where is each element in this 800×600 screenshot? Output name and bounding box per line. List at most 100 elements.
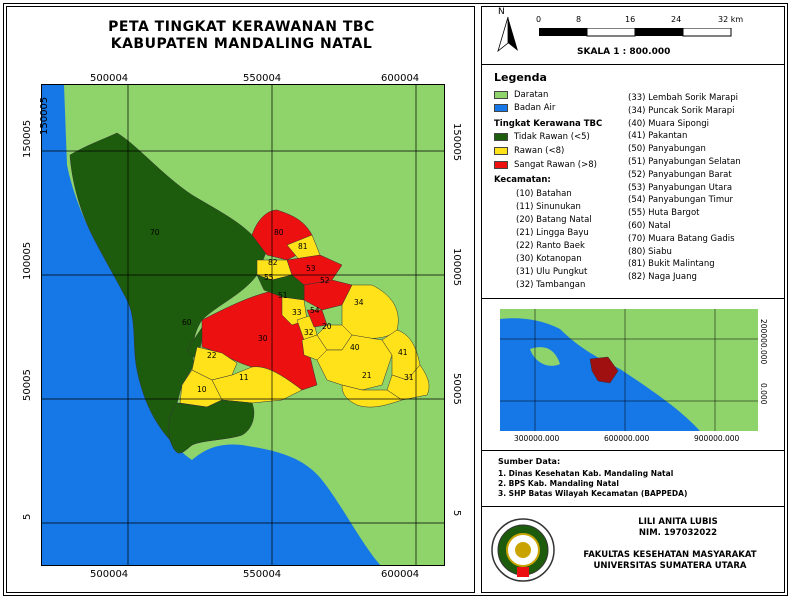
grid-label-left-150005: 150005 bbox=[22, 119, 33, 158]
inset-x-label-1: 300000.000 bbox=[514, 434, 560, 443]
label-81: 81 bbox=[298, 242, 308, 251]
grid-label-left-100005: 100005 bbox=[22, 241, 33, 280]
district-batahan bbox=[168, 399, 255, 454]
label-20: 30 bbox=[258, 334, 268, 343]
author-box: LILI ANITA LUBIS NIM. 197032022 FAKULTAS… bbox=[482, 507, 784, 592]
kecamatan-item: (82) Naga Juang bbox=[628, 272, 697, 283]
kecamatan-item: (30) Kotanopan bbox=[516, 254, 582, 264]
label-55: 55 bbox=[264, 273, 274, 282]
legend-badan-air: Badan Air bbox=[514, 103, 556, 113]
kecamatan-item: (52) Panyabungan Barat bbox=[628, 169, 732, 180]
kecamatan-item: (53) Panyabungan Utara bbox=[628, 182, 733, 193]
inset-box: 300000.000 600000.000 900000.000 200000.… bbox=[482, 299, 784, 451]
inset-y-label-1: 200000.000 bbox=[759, 319, 768, 365]
legend-rawan: Rawan (<8) bbox=[514, 146, 565, 156]
legend-kec-title: Kecamatan: bbox=[494, 175, 551, 185]
university-name: UNIVERSITAS SUMATERA UTARA bbox=[593, 561, 747, 571]
grid-label-right-50005: 50005 bbox=[451, 373, 462, 405]
kecamatan-item: (32) Tambangan bbox=[516, 280, 586, 290]
label-22: 11 bbox=[239, 373, 249, 382]
kecamatan-item: (40) Muara Sipongi bbox=[628, 118, 709, 129]
district-pakantan bbox=[386, 364, 430, 401]
scale-tick-0: 0 bbox=[536, 15, 542, 24]
label-50: 52 bbox=[320, 276, 330, 285]
scale-tick-32: 32 km bbox=[718, 15, 744, 24]
inset-x-label-2: 600000.000 bbox=[604, 434, 650, 443]
legend-daratan: Daratan bbox=[514, 90, 549, 100]
kecamatan-item: (21) Lingga Bayu bbox=[516, 228, 589, 238]
kecamatan-item: (81) Bukit Malintang bbox=[628, 259, 715, 270]
sources-box: Sumber Data: 1. Dinas Kesehatan Kab. Man… bbox=[482, 451, 784, 507]
label-41: 31 bbox=[404, 373, 414, 382]
label-54: 34 bbox=[354, 298, 364, 307]
inset-map bbox=[500, 309, 758, 431]
kecamatan-item: (31) Ulu Pungkut bbox=[516, 267, 588, 277]
side-panel: N 0 8 16 24 32 km SKALA 1 : 800.000 Lege… bbox=[481, 6, 785, 593]
label-82: 82 bbox=[268, 258, 278, 267]
scale-bar bbox=[539, 28, 732, 37]
scale-text: SKALA 1 : 800.000 bbox=[577, 47, 671, 57]
label-80: 80 bbox=[274, 228, 284, 237]
kecamatan-item: (55) Huta Bargot bbox=[628, 208, 700, 219]
kecamatan-item: (10) Batahan bbox=[516, 189, 572, 199]
grid-lines bbox=[42, 85, 444, 565]
grid-label-bottom-2: 550004 bbox=[243, 569, 282, 580]
grid-label-right-100005: 100005 bbox=[451, 248, 462, 287]
label-40: 41 bbox=[398, 348, 408, 357]
grid-label-left-5: 5 bbox=[22, 513, 33, 520]
label-21: 22 bbox=[207, 351, 217, 360]
label-32: 20 bbox=[322, 322, 332, 331]
label-30: 40 bbox=[350, 343, 360, 352]
label-53: 53 bbox=[306, 264, 316, 273]
university-logo-icon bbox=[491, 518, 555, 582]
legend-risk-title: Tingkat Kerawana TBC bbox=[494, 119, 603, 129]
kecamatan-item: (54) Panyabungan Timur bbox=[628, 195, 734, 206]
kecamatan-item: (34) Puncak Sorik Marapi bbox=[628, 105, 735, 116]
legend-box: Legenda Daratan Badan Air Tingkat Kerawa… bbox=[482, 65, 784, 299]
grid-label-right-150005: 150005 bbox=[451, 123, 462, 162]
map-panel: PETA TINGKAT KERAWANAN TBC KABUPATEN MAN… bbox=[6, 6, 475, 593]
scale-tick-16: 16 bbox=[625, 15, 636, 24]
district-huta-bargot bbox=[256, 274, 305, 301]
grid-label-right-5: 5 bbox=[451, 510, 462, 517]
grid-label-left-50005: 50005 bbox=[22, 369, 33, 401]
north-arrow-icon bbox=[497, 16, 518, 53]
district-labels: 70 80 81 82 53 55 60 52 51 33 54 34 32 2… bbox=[150, 228, 414, 394]
author-nim: NIM. 197032022 bbox=[638, 528, 718, 538]
north-label: N bbox=[498, 7, 505, 17]
label-60: 60 bbox=[182, 318, 192, 327]
kecamatan-item: (33) Lembah Sorik Marapi bbox=[628, 93, 739, 103]
legend-tidak-rawan: Tidak Rawan (<5) bbox=[514, 132, 590, 142]
inset-y-label-2: 0.000 bbox=[759, 383, 768, 405]
label-34: 32 bbox=[304, 328, 314, 337]
swatch-sangat-rawan bbox=[494, 161, 508, 169]
kecamatan-item: (22) Ranto Baek bbox=[516, 241, 585, 251]
kecamatan-item: (11) Sinunukan bbox=[516, 202, 581, 212]
swatch-badan-air bbox=[494, 104, 508, 112]
grid-label-left-1: 150005 bbox=[39, 96, 50, 135]
swatch-rawan bbox=[494, 147, 508, 155]
kecamatan-item: (80) Siabu bbox=[628, 246, 672, 257]
scale-box: N 0 8 16 24 32 km SKALA 1 : 800.000 bbox=[482, 7, 784, 65]
kecamatan-item: (51) Panyabungan Selatan bbox=[628, 157, 741, 167]
label-51: 33 bbox=[292, 308, 302, 317]
grid-label-top-2: 550004 bbox=[243, 73, 282, 84]
grid-label-top-3: 600004 bbox=[381, 73, 420, 84]
kecamatan-item: (70) Muara Batang Gadis bbox=[628, 233, 735, 244]
kecamatan-item: (50) Panyabungan bbox=[628, 144, 706, 155]
label-33: 54 bbox=[310, 306, 320, 315]
kecamatan-item: (41) Pakantan bbox=[628, 131, 688, 142]
sources-title: Sumber Data: bbox=[498, 457, 561, 466]
source-item-1: 1. Dinas Kesehatan Kab. Mandaling Natal bbox=[498, 469, 674, 478]
map-title-line1: PETA TINGKAT KERAWANAN TBC bbox=[108, 19, 375, 35]
swatch-tidak-rawan bbox=[494, 133, 508, 141]
label-70: 70 bbox=[150, 228, 160, 237]
source-item-3: 3. SHP Batas Wilayah Kecamatan (BAPPEDA) bbox=[498, 489, 688, 498]
kecamatan-item: (60) Natal bbox=[628, 221, 671, 231]
grid-label-top-1: 500004 bbox=[90, 73, 129, 84]
source-item-2: 2. BPS Kab. Mandaling Natal bbox=[498, 479, 619, 488]
district-ulu-pungkut bbox=[341, 384, 403, 408]
scale-tick-24: 24 bbox=[671, 15, 682, 24]
label-11: 10 bbox=[197, 385, 207, 394]
scale-tick-8: 8 bbox=[576, 15, 582, 24]
